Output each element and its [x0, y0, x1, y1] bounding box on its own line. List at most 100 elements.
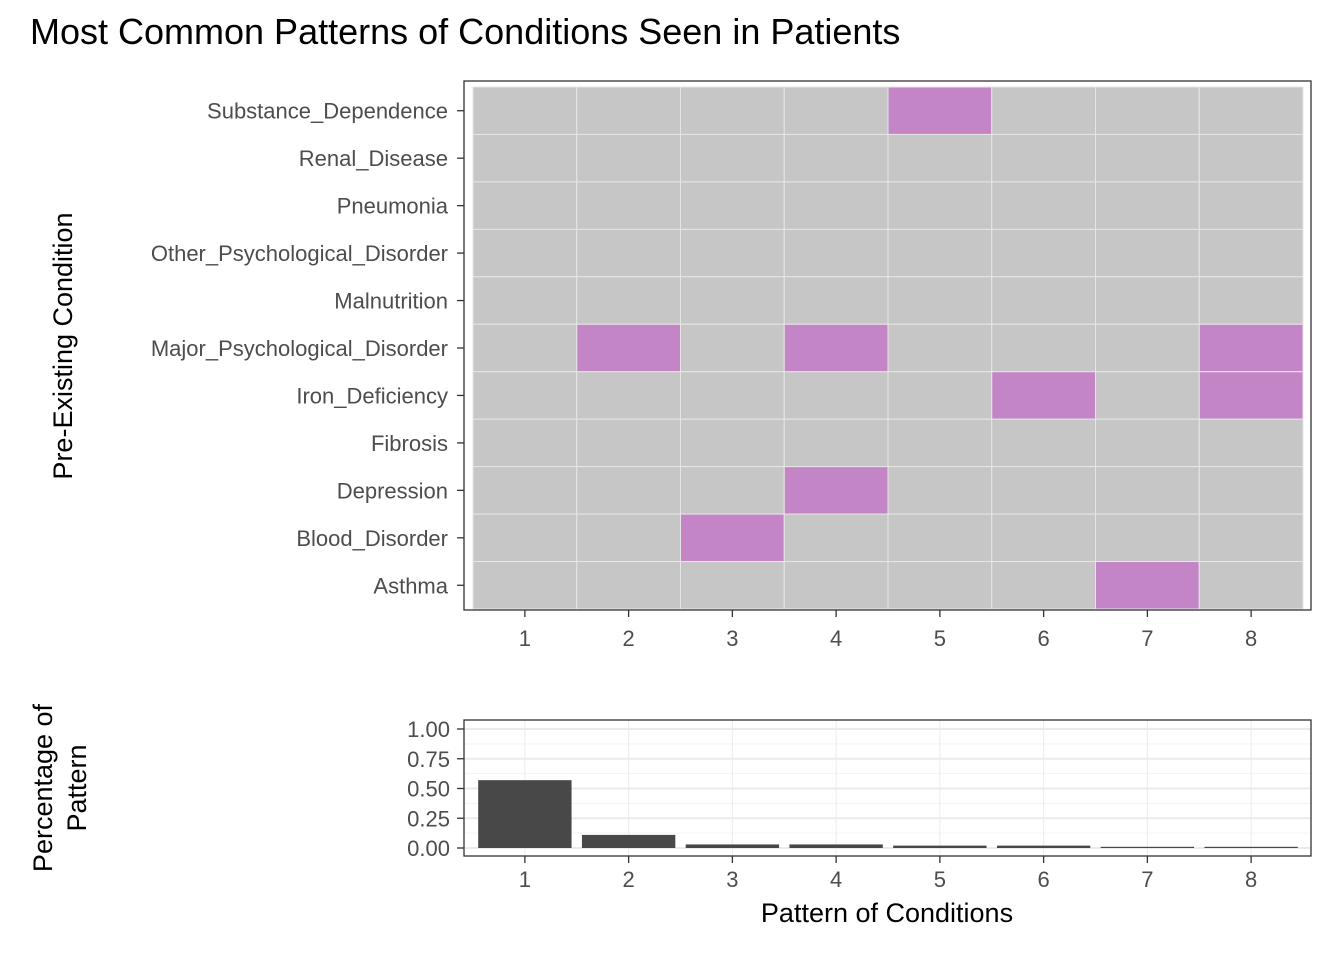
heatmap-cell-8-7 — [1095, 418, 1200, 468]
heatmap-y-tick-label: Blood_Disorder — [296, 526, 448, 551]
heatmap-cell-10-4 — [783, 513, 889, 563]
heatmap-cell-5-8 — [1198, 276, 1304, 325]
heatmap-cell-9-3 — [680, 466, 785, 515]
heatmap-cell-5-1 — [472, 276, 578, 325]
heatmap-cell-4-4 — [783, 228, 889, 278]
heatmap-cell-6-2 — [576, 323, 681, 373]
bar-y-axis: 0.00 0.25 0.50 0.75 1.00 — [407, 717, 464, 861]
heatmap-y-tick-label: Pneumonia — [337, 194, 449, 219]
heatmap-cell-5-7 — [1095, 276, 1200, 325]
heatmap-cell-3-7 — [1095, 181, 1200, 230]
heatmap-cell-10-5 — [887, 513, 993, 563]
heatmap-cell-4-3 — [680, 228, 785, 278]
bar-x-tick-label: 6 — [1038, 867, 1050, 892]
heatmap-cell-11-4 — [783, 561, 889, 610]
heatmap-cell-4-8 — [1198, 228, 1304, 278]
heatmap-cell-4-5 — [887, 228, 993, 278]
heatmap-cell-5-5 — [887, 276, 993, 325]
bar-x-axis-title: Pattern of Conditions — [761, 898, 1013, 928]
bar-1 — [478, 780, 572, 848]
bar-5 — [893, 845, 987, 848]
heatmap-x-tick-label: 8 — [1245, 626, 1257, 651]
heatmap-x-tick-label: 1 — [519, 626, 531, 651]
bar-x-tick-label: 7 — [1141, 867, 1153, 892]
bar-2 — [581, 834, 676, 848]
heatmap-cell-8-8 — [1198, 418, 1304, 468]
heatmap-y-axis-title: Pre-Existing Condition — [48, 212, 78, 479]
heatmap-cell-7-3 — [680, 371, 785, 420]
heatmap-cell-2-3 — [680, 133, 785, 183]
heatmap-cell-1-5 — [887, 86, 993, 135]
heatmap-cell-8-6 — [991, 418, 1096, 468]
heatmap-cell-10-1 — [472, 513, 578, 563]
heatmap-y-tick-label: Fibrosis — [371, 431, 448, 456]
heatmap-x-tick-label: 3 — [726, 626, 738, 651]
heatmap-y-tick-label: Other_Psychological_Disorder — [151, 241, 448, 266]
heatmap-cell-7-2 — [576, 371, 681, 420]
bar-x-tick-label: 1 — [519, 867, 531, 892]
heatmap-cell-1-1 — [472, 86, 578, 135]
heatmap-cell-3-3 — [680, 181, 785, 230]
bar-y-axis-title-line2: Pattern — [62, 744, 92, 831]
heatmap-cell-6-1 — [472, 323, 578, 373]
heatmap-cell-10-6 — [991, 513, 1096, 563]
heatmap-cell-3-6 — [991, 181, 1096, 230]
heatmap-cell-10-7 — [1095, 513, 1200, 563]
heatmap-panel: Substance_Dependence Renal_Disease Pneumon… — [151, 80, 1312, 651]
heatmap-cell-7-7 — [1095, 371, 1200, 420]
heatmap-cell-7-8 — [1198, 371, 1304, 420]
heatmap-cell-1-4 — [783, 86, 889, 135]
heatmap-cell-3-2 — [576, 181, 681, 230]
bar-4 — [789, 844, 883, 848]
bar-y-tick-label: 0.25 — [407, 806, 450, 831]
bar-x-tick-label: 5 — [934, 867, 946, 892]
heatmap-cell-1-2 — [576, 86, 681, 135]
heatmap-cell-2-5 — [887, 133, 993, 183]
heatmap-cell-8-1 — [472, 418, 578, 468]
bar-y-axis-title-line1: Percentage of — [28, 703, 58, 872]
heatmap-cell-6-5 — [887, 323, 993, 373]
heatmap-cell-11-1 — [472, 561, 578, 610]
heatmap-cell-5-6 — [991, 276, 1096, 325]
heatmap-cell-5-2 — [576, 276, 681, 325]
heatmap-y-tick-label: Depression — [337, 478, 448, 503]
bar-y-tick-label: 0.50 — [407, 777, 450, 802]
heatmap-border — [463, 80, 1312, 611]
heatmap-cell-6-6 — [991, 323, 1096, 373]
heatmap-cell-3-4 — [783, 181, 889, 230]
heatmap-y-tick-label: Asthma — [373, 573, 448, 598]
heatmap-x-tick-label: 5 — [934, 626, 946, 651]
heatmap-cell-3-1 — [472, 181, 578, 230]
heatmap-cell-9-2 — [576, 466, 681, 515]
heatmap-cell-8-2 — [576, 418, 681, 468]
heatmap-cell-9-4 — [783, 466, 889, 515]
heatmap-cell-10-2 — [576, 513, 681, 563]
bar-x-tick-label: 4 — [830, 867, 842, 892]
bar-panel: 0.00 0.25 0.50 0.75 1.00 1 2 3 4 5 6 7 8 — [407, 717, 1312, 892]
heatmap-cell-2-4 — [783, 133, 889, 183]
heatmap-cell-5-4 — [783, 276, 889, 325]
heatmap-cell-4-7 — [1095, 228, 1200, 278]
heatmap-y-tick-label: Major_Psychological_Disorder — [151, 336, 448, 361]
heatmap-cell-7-1 — [472, 371, 578, 420]
heatmap-cell-11-5 — [887, 561, 993, 610]
heatmap-cell-10-3 — [680, 513, 785, 563]
heatmap-cell-1-7 — [1095, 86, 1200, 135]
heatmap-cell-2-7 — [1095, 133, 1200, 183]
heatmap-x-tick-label: 7 — [1141, 626, 1153, 651]
heatmap-cell-11-2 — [576, 561, 681, 610]
heatmap-cell-9-5 — [887, 466, 993, 515]
bar-3 — [685, 844, 780, 848]
heatmap-cell-4-2 — [576, 228, 681, 278]
heatmap-cell-8-4 — [783, 418, 889, 468]
heatmap-x-tick-label: 2 — [623, 626, 635, 651]
heatmap-cell-11-6 — [991, 561, 1096, 610]
heatmap-cell-3-8 — [1198, 181, 1304, 230]
heatmap-x-tick-label: 4 — [830, 626, 842, 651]
heatmap-cell-1-3 — [680, 86, 785, 135]
heatmap-cell-4-1 — [472, 228, 578, 278]
heatmap-cell-7-4 — [783, 371, 889, 420]
heatmap-cell-11-8 — [1198, 561, 1304, 610]
heatmap-y-tick-label: Malnutrition — [334, 289, 448, 314]
